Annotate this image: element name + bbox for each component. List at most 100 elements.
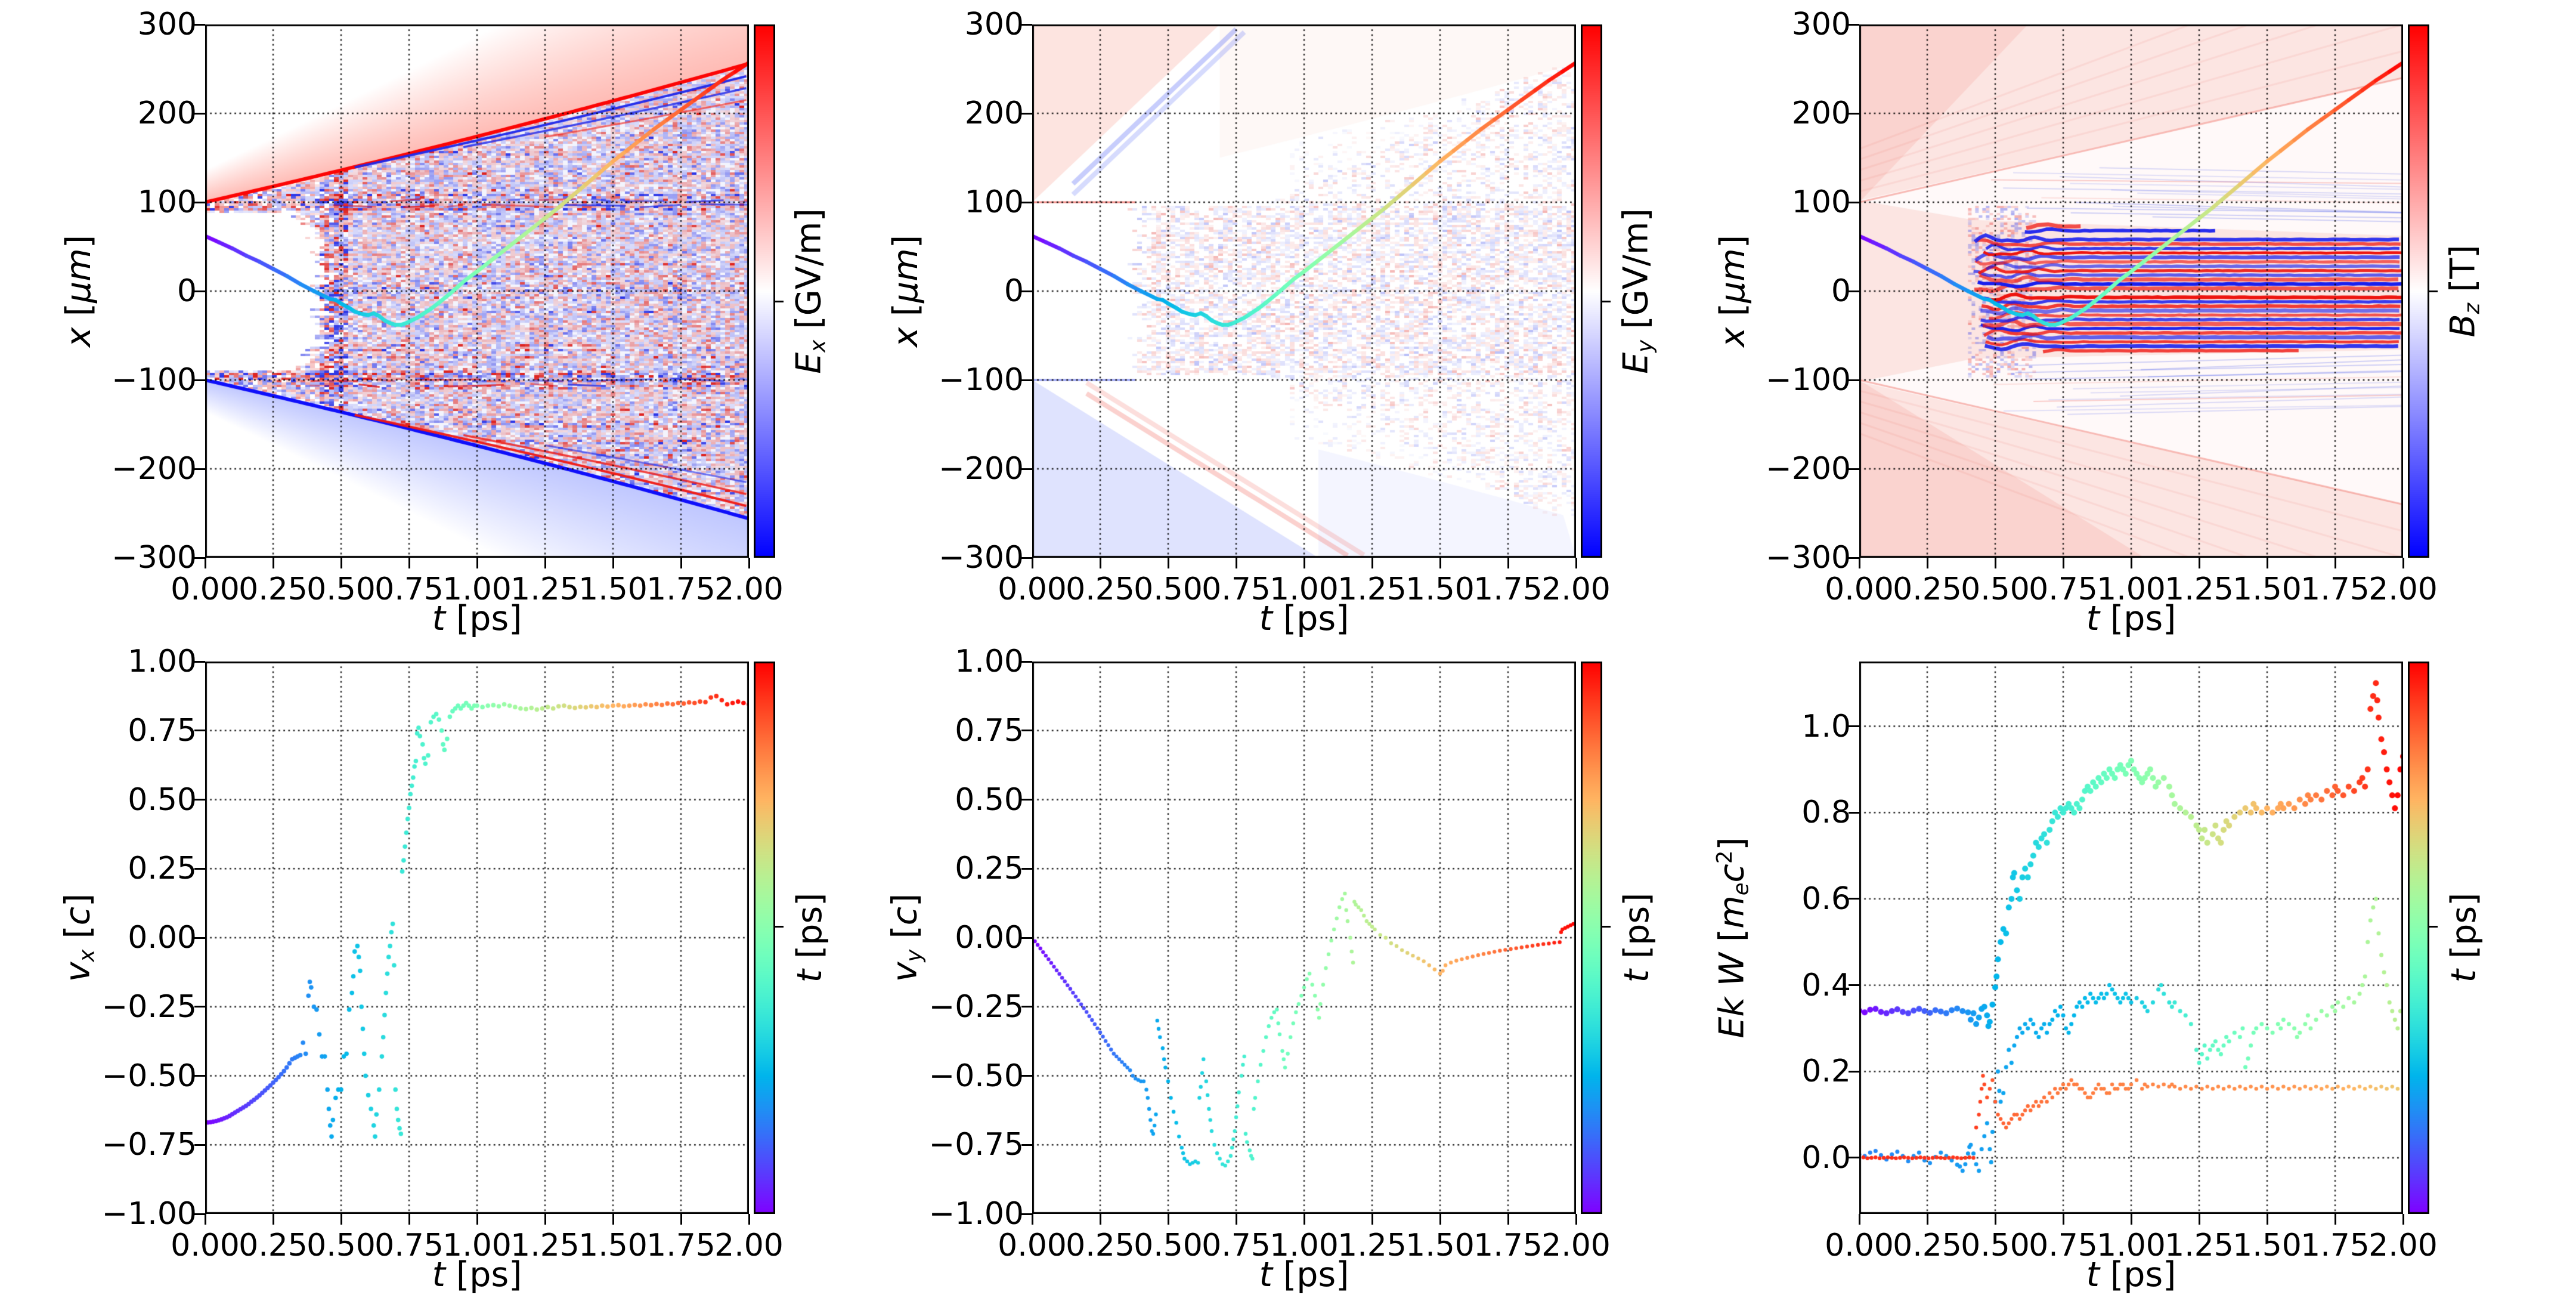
ex-colorbar [754,24,775,558]
label-segment: x [886,327,925,348]
label-segment: e [1729,882,1754,896]
x-tick-label: 2.00 [714,571,784,607]
x-axis-label: t [ps] [2086,599,2176,638]
y-tick-mark [1021,867,1032,870]
x-tick-label: 0.50 [306,1228,376,1263]
y-tick-label: 0.50 [128,781,197,818]
x-tick-mark [1575,1214,1577,1225]
label-segment: t [2444,969,2484,983]
y-tick-label: −1.00 [928,1196,1024,1232]
x-tick-label: 0.25 [1066,1228,1135,1263]
colorbar-tick [1602,301,1611,303]
x-tick-label: 0.50 [1961,1228,2030,1263]
y-tick-label: −100 [939,362,1024,398]
label-segment: [ps] [2099,1255,2176,1294]
x-tick-label: 1.25 [1337,571,1407,607]
y-tick-label: −300 [1766,540,1851,576]
label-segment: [ps] [1272,599,1349,638]
label-segment: m [1712,895,1752,929]
x-tick-mark [2062,1214,2064,1225]
y-tick-label: 200 [1791,95,1851,131]
label-segment: E [789,352,829,374]
y-tick-label: −100 [112,362,197,398]
colorbar-label: Bz [T] [2444,245,2485,337]
x-tick-mark [544,558,546,568]
x-tick-mark [1439,558,1441,568]
label-segment: [ps] [790,892,829,970]
x-tick-mark [2266,558,2268,568]
x-tick-label: 0.50 [1134,571,1203,607]
y-tick-mark [1021,557,1032,559]
y-tick-mark [1021,1075,1032,1077]
x-tick-label: 1.25 [2165,1228,2234,1263]
x-tick-label: 1.75 [2301,571,2370,607]
y-tick-label: −200 [112,451,197,487]
y-tick-label: −0.75 [928,1127,1024,1163]
x-tick-mark [1031,558,1033,568]
x-tick-label: 1.25 [2165,571,2234,607]
label-segment: B [2443,314,2483,338]
y-tick-mark [1849,1157,1859,1159]
label-segment: [GV/m] [1616,208,1656,340]
x-tick-label: 1.50 [1405,1228,1475,1263]
y-tick-label: 1.00 [128,644,197,679]
x-tick-label: 0.00 [998,1228,1067,1263]
x-axis-label: t [ps] [432,599,522,638]
y-tick-mark [194,1075,205,1077]
y-tick-mark [1021,201,1032,203]
colorbar-tick [1602,925,1611,928]
x-tick-mark [1507,1214,1509,1225]
label-segment: 2 [1713,850,1738,864]
y-axis-label: Ek W [mec2] [1713,837,1754,1038]
x-tick-label: 0.00 [998,571,1067,607]
y-tick-label: 0.00 [128,920,197,956]
x-tick-mark [1994,558,1996,568]
x-tick-label: 0.25 [1893,571,1962,607]
vx-colorbar [754,662,775,1214]
x-tick-mark [1439,1214,1441,1225]
x-tick-label: 2.00 [1541,571,1611,607]
y-tick-mark [1021,1213,1032,1215]
y-tick-label: 200 [137,95,197,131]
colorbar-label: Ex [GV/m] [789,208,831,373]
y-tick-label: 0.2 [1801,1053,1851,1090]
x-tick-mark [204,1214,206,1225]
x-tick-mark [2334,1214,2336,1225]
colorbar-tick [2429,925,2438,928]
y-tick-label: −100 [1766,362,1851,398]
x-tick-mark [1099,1214,1101,1225]
y-tick-label: 200 [964,95,1024,131]
label-segment: μm [1713,248,1753,303]
label-segment: Ek W [1712,953,1752,1039]
x-tick-mark [1371,558,1373,568]
label-segment: ] [58,893,98,907]
label-segment: μm [886,248,925,303]
label-segment: [ps] [445,599,522,638]
y-axis-label: x [μm] [886,235,925,347]
label-segment: [ [885,925,925,950]
y-tick-mark [194,1213,205,1215]
y-tick-label: 0.8 [1801,795,1851,831]
y-tick-label: 0.75 [128,712,197,749]
label-segment: v [58,962,98,982]
y-tick-label: 0.75 [955,712,1024,749]
label-segment: [ [59,302,98,327]
label-segment: [ps] [1272,1255,1349,1294]
label-segment: ] [886,234,925,249]
bz-axes-canvas [1859,24,2403,558]
x-tick-label: 1.00 [2097,1228,2166,1263]
label-segment: c [58,906,98,926]
x-tick-label: 1.50 [2233,571,2302,607]
x-tick-label: 1.25 [1337,1228,1407,1263]
y-tick-mark [194,201,205,203]
x-tick-label: 0.75 [1202,1228,1271,1263]
y-tick-label: 300 [1791,7,1851,42]
x-tick-mark [680,558,682,568]
label-segment: [ps] [2444,892,2484,970]
colorbar-tick [775,301,784,303]
x-tick-label: 1.00 [1270,571,1339,607]
x-tick-mark [1371,1214,1373,1225]
ekw-axes-canvas [1859,662,2403,1214]
x-tick-mark [1031,1214,1033,1225]
